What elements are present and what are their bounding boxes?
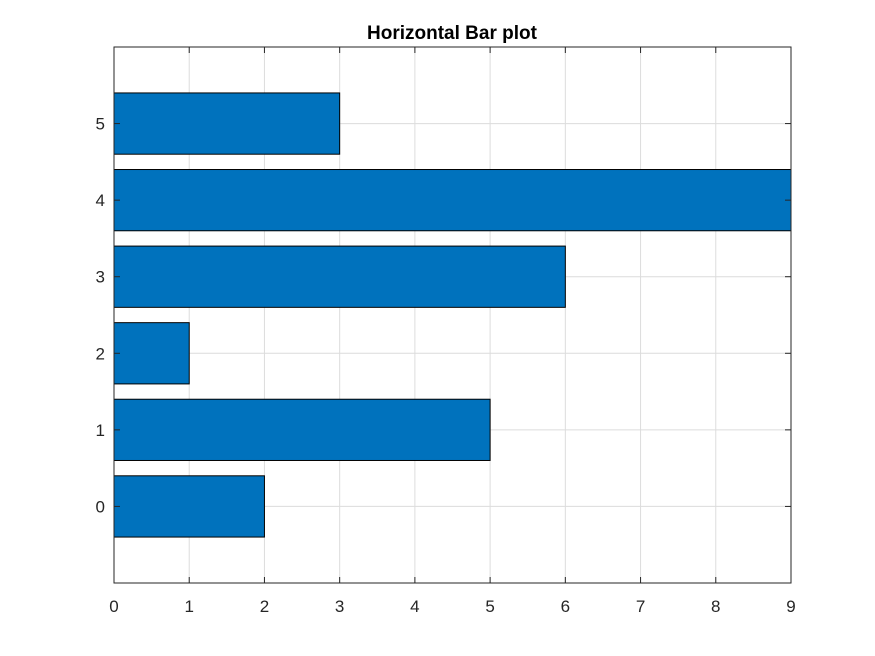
chart-title: Horizontal Bar plot <box>367 23 538 44</box>
bar-3 <box>113 245 566 308</box>
x-tick-label: 0 <box>109 597 118 616</box>
x-tick-label: 1 <box>184 597 193 616</box>
x-tick-label: 6 <box>561 597 570 616</box>
bar-4 <box>113 169 792 232</box>
x-tick-label: 8 <box>711 597 720 616</box>
bar-5 <box>113 92 341 155</box>
x-tick-label: 3 <box>335 597 344 616</box>
x-tick-label: 4 <box>410 597 419 616</box>
bars <box>113 92 792 538</box>
x-tick-label: 2 <box>260 597 269 616</box>
y-tick-label: 0 <box>96 497 105 516</box>
y-tick-label: 2 <box>96 344 105 363</box>
bar-0 <box>113 475 265 538</box>
y-tick-label: 5 <box>96 115 105 134</box>
axes-box <box>113 46 792 584</box>
bar-2 <box>113 322 190 385</box>
bar-1 <box>113 398 491 461</box>
x-tick-label: 5 <box>485 597 494 616</box>
y-tick-label: 3 <box>96 268 105 287</box>
y-tick-label: 1 <box>96 421 105 440</box>
x-tick-label: 9 <box>786 597 795 616</box>
x-tick-label: 7 <box>636 597 645 616</box>
y-tick-label: 4 <box>96 191 105 210</box>
axes: 0 1 2 3 4 5 6 7 8 9 0 1 2 3 4 5 <box>96 46 796 616</box>
